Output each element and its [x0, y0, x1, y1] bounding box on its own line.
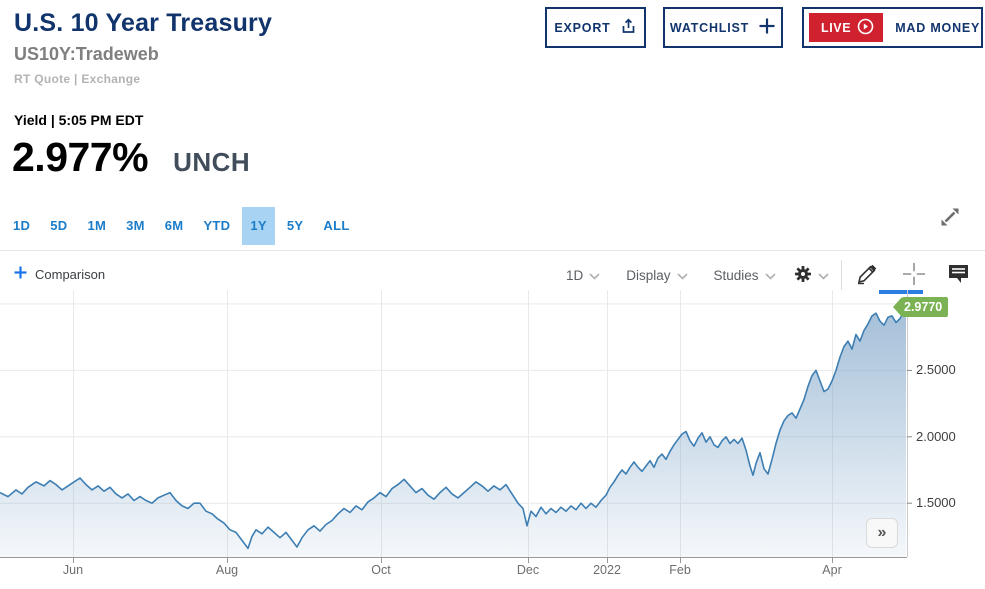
range-tab-6m[interactable]: 6M — [164, 218, 184, 233]
export-button-label: EXPORT — [554, 20, 611, 35]
chevron-down-icon — [764, 268, 776, 283]
quote-time-label: Yield | 5:05 PM EDT — [14, 112, 144, 128]
x-axis-label: Feb — [669, 563, 691, 577]
comment-tool-button[interactable] — [947, 263, 970, 287]
gear-icon — [794, 265, 812, 286]
x-axis-label: Oct — [371, 563, 391, 577]
expand-icon — [937, 208, 963, 233]
comment-icon — [947, 263, 970, 287]
y-axis-label: 2.0000 — [916, 428, 956, 444]
y-axis-label: 2.5000 — [916, 362, 956, 378]
add-comparison-button[interactable]: Comparison — [14, 266, 105, 282]
display-dropdown-label: Display — [626, 267, 671, 283]
fullscreen-expand-button[interactable] — [936, 204, 964, 232]
watchlist-button-label: WATCHLIST — [669, 20, 750, 35]
watchlist-button[interactable]: WATCHLIST — [663, 7, 783, 48]
chevron-down-icon — [589, 268, 600, 283]
quote-change: UNCH — [173, 147, 251, 177]
x-axis-label: Dec — [516, 563, 540, 577]
interval-dropdown-value: 1D — [566, 267, 584, 283]
mad-money-live-button[interactable]: LIVE MAD MONEY — [802, 7, 983, 48]
export-icon — [620, 17, 637, 38]
active-tool-indicator — [879, 290, 923, 294]
interval-dropdown[interactable]: 1D — [566, 268, 600, 283]
studies-dropdown[interactable]: Studies — [714, 268, 776, 283]
range-tab-all[interactable]: ALL — [323, 218, 350, 233]
live-badge-label: LIVE — [821, 20, 852, 35]
y-axis-label: 1.5000 — [916, 495, 956, 511]
page-title: U.S. 10 Year Treasury — [14, 9, 273, 37]
quote-row: 2.977% UNCH — [12, 134, 250, 181]
x-axis-label: Jun — [62, 563, 84, 577]
draw-tool-button[interactable] — [855, 262, 879, 289]
last-price-badge: 2.9770 — [893, 297, 949, 317]
range-tab-1d[interactable]: 1D — [13, 218, 31, 233]
last-price-value: 2.9770 — [902, 297, 949, 317]
crosshair-tool-button[interactable] — [901, 261, 927, 290]
x-axis-label: Apr — [822, 563, 842, 577]
chart-settings-dropdown[interactable] — [794, 265, 829, 286]
range-tab-ytd[interactable]: YTD — [203, 218, 231, 233]
range-tab-1y[interactable]: 1Y — [242, 207, 275, 245]
scroll-forward-button[interactable]: » — [866, 518, 898, 548]
export-button[interactable]: EXPORT — [545, 7, 646, 48]
instrument-symbol: US10Y:Tradeweb — [14, 44, 159, 64]
range-tabs: 1D 5D 1M 3M 6M YTD 1Y 5Y ALL — [5, 207, 358, 245]
crosshair-icon — [901, 261, 927, 290]
x-axis-label: 2022 — [593, 563, 621, 577]
pencil-icon — [855, 262, 879, 289]
display-dropdown[interactable]: Display — [626, 267, 688, 283]
plus-icon — [758, 17, 776, 38]
quote-value: 2.977% — [12, 134, 149, 180]
mad-money-label: MAD MONEY — [895, 20, 981, 35]
section-divider — [0, 250, 985, 251]
live-badge: LIVE — [809, 13, 884, 42]
range-tab-3m[interactable]: 3M — [126, 218, 145, 233]
chevron-down-icon — [817, 268, 829, 283]
chart-toolbar: 1D Display Studies — [566, 258, 970, 292]
range-tab-5d[interactable]: 5D — [50, 218, 68, 233]
studies-dropdown-label: Studies — [713, 267, 759, 283]
price-chart-area: 2.5000 2.0000 1.5000 Jun Aug Oct Dec 2022 Feb Apr… — [0, 290, 985, 589]
play-icon — [857, 18, 874, 38]
toolbar-divider — [840, 260, 842, 290]
range-tab-5y[interactable]: 5Y — [286, 218, 304, 233]
chevron-down-icon — [676, 268, 688, 283]
comparison-label: Comparison — [35, 266, 106, 282]
price-chart-svg — [0, 290, 912, 563]
range-tab-1m[interactable]: 1M — [87, 218, 107, 233]
quote-type-label: RT Quote | Exchange — [14, 72, 141, 86]
x-axis-label: Aug — [215, 563, 239, 577]
comparison-plus-icon — [14, 266, 27, 282]
